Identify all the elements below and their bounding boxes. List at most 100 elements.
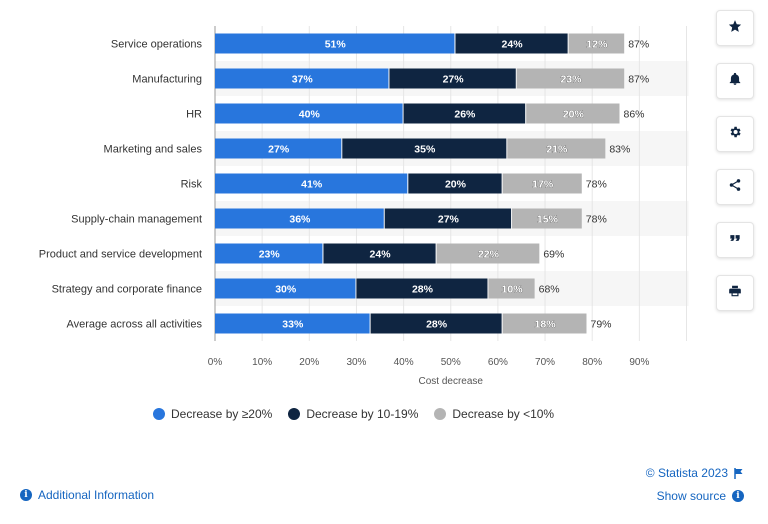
settings-button[interactable] <box>716 116 754 152</box>
bar-segment <box>516 68 625 89</box>
category-label: Risk <box>181 179 203 191</box>
x-tick-label: 20% <box>299 357 319 368</box>
star-icon <box>728 19 742 38</box>
total-label: 78% <box>586 179 607 191</box>
data-label: 27% <box>443 74 465 86</box>
data-label: 21% <box>546 144 568 156</box>
show-source-text: Show source <box>656 489 726 503</box>
show-source-link[interactable]: Show source i <box>657 489 744 503</box>
data-label: 10% <box>502 284 524 296</box>
data-label: 41% <box>301 179 323 191</box>
additional-information-link[interactable]: i Additional Information <box>20 488 154 502</box>
data-label: 15% <box>537 214 559 226</box>
bell-icon <box>728 72 742 91</box>
x-tick-label: 70% <box>535 357 555 368</box>
chart-legend: Decrease by ≥20% Decrease by 10-19% Decr… <box>153 407 570 421</box>
data-label: 30% <box>275 284 297 296</box>
total-label: 87% <box>628 74 649 86</box>
additional-information-text: Additional Information <box>38 488 155 502</box>
legend-label: Decrease by 10-19% <box>306 407 419 421</box>
info-icon: i <box>20 489 32 501</box>
bar-segment <box>342 138 507 159</box>
bar-segment <box>384 208 512 229</box>
data-label: 12% <box>586 39 608 51</box>
data-label: 24% <box>502 39 524 51</box>
data-label: 26% <box>454 109 476 121</box>
data-label: 20% <box>563 109 585 121</box>
bar-segment <box>526 103 620 124</box>
bar-segment <box>502 313 587 334</box>
sidebar-toolbar <box>716 10 754 328</box>
category-label: Strategy and corporate finance <box>52 284 202 296</box>
bar-segment <box>436 243 540 264</box>
category-label: HR <box>186 109 202 121</box>
total-label: 86% <box>623 109 644 121</box>
bar-segment <box>215 208 384 229</box>
data-label: 17% <box>532 179 554 191</box>
total-label: 69% <box>543 249 564 261</box>
data-label: 37% <box>292 74 314 86</box>
category-label: Supply-chain management <box>71 214 202 226</box>
bar-segment <box>215 313 370 334</box>
total-label: 79% <box>590 319 611 331</box>
category-label: Average across all activities <box>66 319 202 331</box>
legend-swatch <box>288 408 301 420</box>
x-axis-title: Cost decrease <box>419 376 484 387</box>
bar-segment <box>215 173 408 194</box>
copyright-link[interactable]: © Statista 2023 <box>646 466 744 480</box>
legend-item[interactable]: Decrease by 10-19% <box>288 407 418 421</box>
data-label: 23% <box>560 74 582 86</box>
print-icon <box>728 284 742 303</box>
total-label: 87% <box>628 39 649 51</box>
data-label: 27% <box>438 214 460 226</box>
bar-segment <box>408 173 502 194</box>
category-label: Service operations <box>111 39 203 51</box>
bar-segment <box>215 278 356 299</box>
data-label: 36% <box>289 214 311 226</box>
x-tick-label: 90% <box>629 357 649 368</box>
category-label: Marketing and sales <box>104 144 203 156</box>
favorite-button[interactable] <box>716 10 754 46</box>
category-label: Product and service development <box>39 249 202 261</box>
notification-button[interactable] <box>716 63 754 99</box>
bar-segment <box>215 243 323 264</box>
x-tick-label: 0% <box>208 357 223 368</box>
legend-item[interactable]: Decrease by ≥20% <box>153 407 272 421</box>
x-tick-label: 40% <box>394 357 414 368</box>
data-label: 20% <box>445 179 467 191</box>
flag-icon <box>734 467 744 479</box>
data-label: 40% <box>299 109 321 121</box>
legend-item[interactable]: Decrease by <10% <box>434 407 554 421</box>
x-tick-label: 50% <box>441 357 461 368</box>
data-label: 23% <box>259 249 281 261</box>
bar-segment <box>370 313 502 334</box>
total-label: 78% <box>586 214 607 226</box>
bar-segment <box>356 278 488 299</box>
print-button[interactable] <box>716 275 754 311</box>
share-button[interactable] <box>716 169 754 205</box>
data-label: 35% <box>414 144 436 156</box>
bar-segment <box>403 103 526 124</box>
quote-icon <box>728 231 742 250</box>
total-label: 83% <box>609 144 630 156</box>
bar-segment <box>488 278 535 299</box>
bar-segment <box>389 68 516 89</box>
bar-segment <box>215 103 403 124</box>
data-label: 28% <box>412 284 434 296</box>
legend-label: Decrease by ≥20% <box>171 407 273 421</box>
copyright-text: © Statista 2023 <box>645 466 728 480</box>
bar-segment <box>323 243 436 264</box>
stacked-bar-chart: Service operations 51% 24% 12% 87% Manufactur… <box>39 26 689 387</box>
bar-segment <box>502 173 582 194</box>
x-tick-label: 30% <box>346 357 366 368</box>
gear-icon <box>728 125 742 144</box>
x-tick-label: 80% <box>582 357 602 368</box>
bar-segment <box>215 68 389 89</box>
data-label: 22% <box>478 249 500 261</box>
x-tick-label: 10% <box>252 357 272 368</box>
bar-segment <box>215 33 455 54</box>
legend-swatch <box>434 408 447 420</box>
cite-button[interactable] <box>716 222 754 258</box>
bar-segment <box>455 33 568 54</box>
bar-segment <box>507 138 606 159</box>
